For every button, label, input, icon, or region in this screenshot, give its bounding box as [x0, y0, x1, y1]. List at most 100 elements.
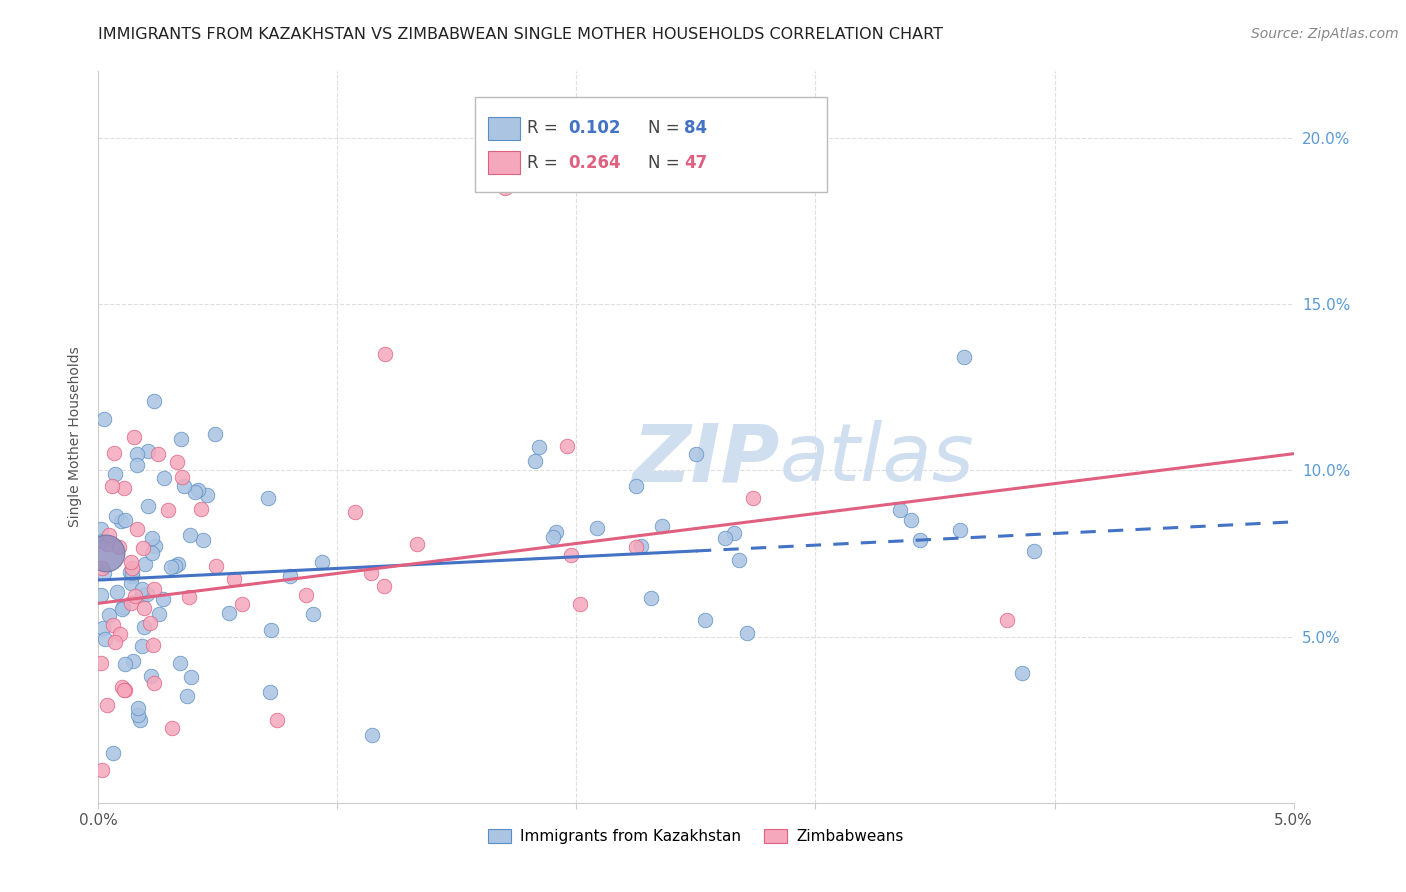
Point — [121, 560, 143, 574]
Point — [141, 546, 163, 560]
Point — [172, 470, 194, 484]
Text: Source: ZipAtlas.com: Source: ZipAtlas.com — [1251, 27, 1399, 41]
Point — [120, 596, 142, 610]
Point — [148, 607, 170, 621]
Point — [142, 676, 165, 690]
Point — [114, 513, 136, 527]
Point — [889, 502, 911, 516]
Point — [125, 458, 148, 472]
Point — [94, 632, 117, 646]
Point — [127, 701, 149, 715]
Point — [170, 432, 193, 446]
Point — [142, 394, 165, 409]
Text: R =: R = — [527, 153, 564, 172]
Point — [114, 481, 136, 495]
Point — [257, 491, 280, 506]
Point — [111, 599, 134, 614]
Point — [132, 541, 155, 555]
Point — [134, 600, 156, 615]
Point — [90, 656, 112, 670]
Point — [204, 427, 226, 442]
Point — [121, 654, 143, 668]
Point — [900, 513, 922, 527]
Point — [141, 531, 163, 545]
Point — [173, 479, 195, 493]
Point — [231, 597, 253, 611]
Point — [134, 558, 156, 572]
Point — [260, 623, 283, 637]
Point — [723, 526, 745, 541]
Text: atlas: atlas — [779, 420, 974, 498]
Point — [142, 638, 165, 652]
Point — [527, 440, 550, 454]
Point — [640, 591, 662, 605]
Point — [373, 579, 395, 593]
Point — [98, 527, 121, 541]
Text: N =: N = — [648, 120, 685, 137]
Point — [179, 528, 201, 542]
Point — [218, 607, 240, 621]
Point — [127, 707, 149, 722]
Point — [131, 640, 153, 654]
Point — [97, 607, 120, 622]
Point — [626, 479, 648, 493]
Point — [120, 576, 142, 591]
Point — [136, 444, 159, 458]
Point — [135, 587, 157, 601]
Point — [190, 501, 212, 516]
Point — [544, 524, 567, 539]
Point — [124, 430, 146, 444]
Point — [110, 681, 132, 695]
Point — [166, 558, 188, 572]
Point — [93, 411, 115, 425]
Point — [195, 488, 218, 502]
Point — [374, 347, 396, 361]
Point — [121, 566, 143, 580]
Point — [166, 454, 188, 468]
Point — [153, 471, 176, 485]
FancyBboxPatch shape — [475, 97, 827, 192]
Point — [630, 539, 652, 553]
Point — [205, 558, 228, 573]
Point — [193, 533, 215, 548]
Text: 47: 47 — [685, 153, 707, 172]
Point — [160, 721, 183, 735]
Point — [541, 530, 564, 544]
Point — [159, 560, 181, 574]
Point — [343, 505, 366, 519]
Point — [100, 478, 122, 492]
Point — [91, 560, 114, 574]
Point — [120, 555, 142, 569]
Point — [266, 713, 288, 727]
Point — [169, 656, 191, 670]
Point — [128, 714, 150, 728]
FancyBboxPatch shape — [488, 117, 520, 140]
Point — [360, 566, 382, 580]
Point — [145, 539, 167, 553]
Point — [524, 454, 547, 468]
Point — [105, 585, 128, 599]
Point — [136, 499, 159, 513]
Point — [110, 514, 132, 528]
Point — [90, 763, 112, 777]
Point — [187, 483, 209, 497]
Point — [90, 522, 112, 536]
Point — [124, 589, 146, 603]
Point — [311, 555, 333, 569]
Text: ZIP: ZIP — [633, 420, 779, 498]
Point — [114, 683, 136, 698]
Point — [104, 467, 127, 481]
Point — [121, 569, 143, 583]
Point — [101, 746, 124, 760]
Point — [138, 615, 160, 630]
Point — [555, 439, 578, 453]
Point — [125, 447, 148, 461]
Text: 84: 84 — [685, 120, 707, 137]
Point — [96, 537, 118, 551]
Text: R =: R = — [527, 120, 564, 137]
Point — [94, 546, 117, 560]
Point — [108, 540, 131, 554]
Point — [118, 566, 141, 580]
Point — [222, 573, 245, 587]
Point — [104, 509, 127, 524]
